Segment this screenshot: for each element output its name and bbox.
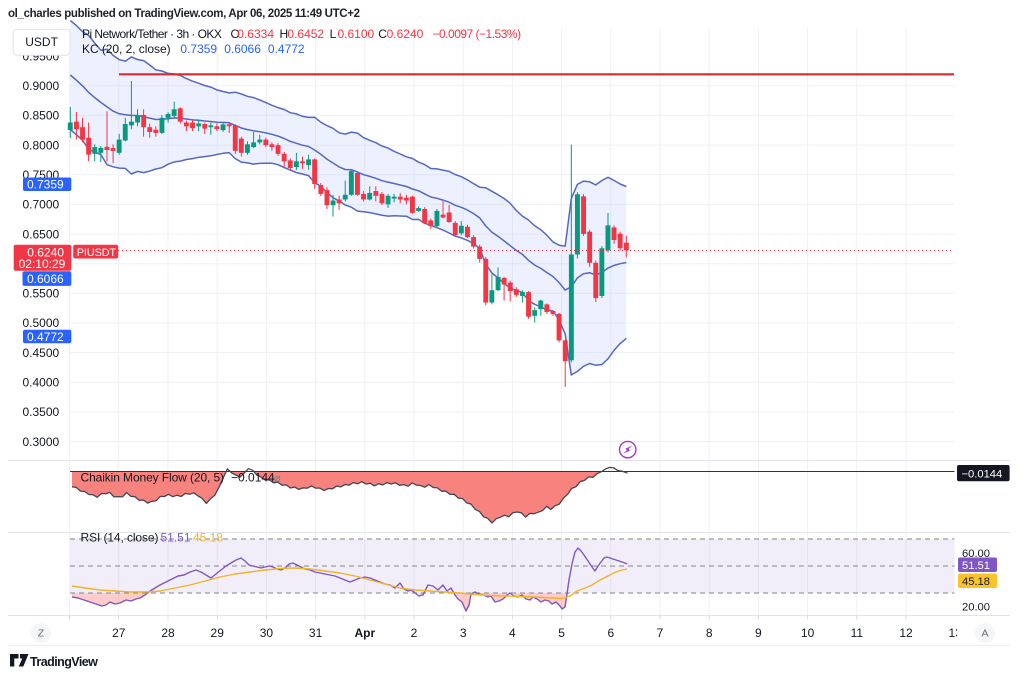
svg-text:27: 27 <box>112 626 126 640</box>
svg-text:0.6334: 0.6334 <box>237 27 274 41</box>
svg-text:0.8000: 0.8000 <box>23 138 60 152</box>
svg-text:0.4772: 0.4772 <box>27 330 64 344</box>
svg-text:Pi Network/Tether · 3h · OKX: Pi Network/Tether · 3h · OKX <box>82 27 222 41</box>
svg-text:USDT: USDT <box>25 35 58 49</box>
svg-text:A: A <box>981 628 988 640</box>
svg-text:0.6500: 0.6500 <box>23 227 60 241</box>
svg-text:5: 5 <box>558 626 565 640</box>
svg-text:8: 8 <box>706 626 713 640</box>
svg-text:KC (20, 2, close): KC (20, 2, close) <box>82 42 171 56</box>
svg-text:0.7359: 0.7359 <box>27 178 64 192</box>
svg-text:0.7000: 0.7000 <box>23 198 60 212</box>
svg-text:0.6240: 0.6240 <box>27 245 64 259</box>
svg-text:0.6100: 0.6100 <box>338 27 375 41</box>
svg-text:0.6240: 0.6240 <box>387 27 424 41</box>
svg-text:51.51: 51.51 <box>161 531 191 545</box>
svg-text:0.3500: 0.3500 <box>23 405 60 419</box>
svg-text:0.4500: 0.4500 <box>23 346 60 360</box>
svg-text:ol_charles published on Tradin: ol_charles published on TradingView.com,… <box>8 8 360 20</box>
svg-text:02:10:29: 02:10:29 <box>19 257 66 271</box>
svg-text:0.9000: 0.9000 <box>23 79 60 93</box>
svg-text:Chaikin Money Flow (20, 5): Chaikin Money Flow (20, 5) <box>81 471 225 485</box>
svg-text:RSI (14, close): RSI (14, close) <box>81 531 159 545</box>
svg-text:60.00: 60.00 <box>962 548 990 560</box>
svg-text:C: C <box>378 27 387 41</box>
svg-text:0.3000: 0.3000 <box>23 435 60 449</box>
svg-text:−0.0097 (−1.53%): −0.0097 (−1.53%) <box>433 27 522 41</box>
svg-text:12: 12 <box>899 626 913 640</box>
svg-text:0.5000: 0.5000 <box>23 316 60 330</box>
svg-text:20.00: 20.00 <box>962 601 990 613</box>
svg-text:2: 2 <box>411 626 418 640</box>
svg-text:11: 11 <box>851 626 864 640</box>
svg-text:51.51: 51.51 <box>962 560 990 572</box>
svg-text:TradingView: TradingView <box>30 655 98 669</box>
svg-text:0.6066: 0.6066 <box>27 272 64 286</box>
svg-text:Z: Z <box>38 628 45 640</box>
svg-text:L: L <box>330 27 337 41</box>
svg-text:45.18: 45.18 <box>193 531 223 545</box>
svg-text:0.4000: 0.4000 <box>23 376 60 390</box>
svg-text:45.18: 45.18 <box>962 576 990 588</box>
svg-text:13: 13 <box>949 626 963 640</box>
svg-text:0.8500: 0.8500 <box>23 109 60 123</box>
svg-text:7: 7 <box>657 626 664 640</box>
svg-text:−0.0144: −0.0144 <box>962 468 1003 480</box>
svg-text:0.5500: 0.5500 <box>23 287 60 301</box>
svg-text:Apr: Apr <box>354 626 375 640</box>
svg-text:6: 6 <box>607 626 614 640</box>
svg-text:28: 28 <box>161 626 175 640</box>
svg-text:⌀: ⌀ <box>274 473 281 485</box>
svg-text:0.6452: 0.6452 <box>287 27 324 41</box>
svg-text:9: 9 <box>755 626 762 640</box>
svg-text:O: O <box>231 27 240 41</box>
svg-text:3: 3 <box>460 626 467 640</box>
svg-text:PIUSDT: PIUSDT <box>77 247 117 259</box>
svg-text:10: 10 <box>801 626 815 640</box>
svg-text:0.4772: 0.4772 <box>268 42 305 56</box>
svg-text:31: 31 <box>309 626 323 640</box>
svg-text:0.7359: 0.7359 <box>180 42 217 56</box>
svg-text:4: 4 <box>509 626 516 640</box>
svg-text:−0.0144: −0.0144 <box>231 471 275 485</box>
svg-text:30: 30 <box>260 626 274 640</box>
svg-text:29: 29 <box>211 626 225 640</box>
svg-text:H: H <box>280 27 289 41</box>
svg-text:0.6066: 0.6066 <box>224 42 261 56</box>
